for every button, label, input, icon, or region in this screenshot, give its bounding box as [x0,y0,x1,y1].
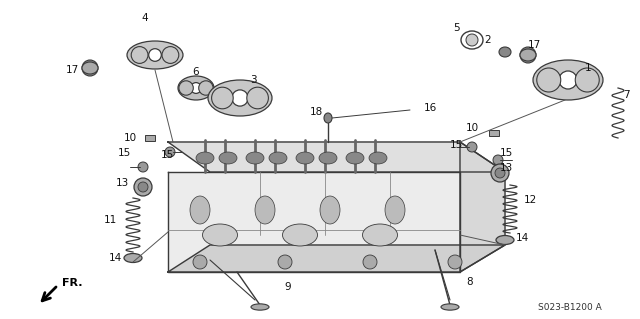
Ellipse shape [296,152,314,164]
Text: 7: 7 [623,90,629,100]
Circle shape [559,71,577,89]
Circle shape [193,255,207,269]
Ellipse shape [127,41,183,69]
Circle shape [537,68,561,92]
Text: 8: 8 [467,277,474,287]
Text: 2: 2 [484,35,492,45]
Ellipse shape [319,152,337,164]
Text: 15: 15 [449,140,463,150]
Text: 18: 18 [309,107,323,117]
Text: 6: 6 [193,67,199,77]
Text: 11: 11 [104,215,116,225]
Text: FR.: FR. [62,278,83,288]
Ellipse shape [324,113,332,123]
Text: 12: 12 [524,195,536,205]
Text: 14: 14 [108,253,122,263]
Ellipse shape [520,49,536,61]
Text: 13: 13 [499,163,513,173]
Ellipse shape [385,196,405,224]
Circle shape [165,147,175,157]
Circle shape [493,155,503,165]
Circle shape [212,87,233,109]
Circle shape [448,255,462,269]
Text: 10: 10 [465,123,479,133]
Circle shape [247,87,268,109]
Ellipse shape [208,80,272,116]
Ellipse shape [202,224,237,246]
Circle shape [466,34,478,46]
Ellipse shape [496,235,514,244]
Circle shape [148,49,161,61]
Polygon shape [168,172,460,272]
Text: 17: 17 [527,40,541,50]
Text: 1: 1 [585,63,591,73]
Bar [489,130,499,136]
Circle shape [179,81,193,95]
Ellipse shape [533,60,603,100]
Circle shape [232,90,248,106]
Ellipse shape [190,196,210,224]
Ellipse shape [346,152,364,164]
Text: 15: 15 [161,150,173,160]
Polygon shape [168,245,505,272]
Ellipse shape [369,152,387,164]
Text: S023-B1200 A: S023-B1200 A [538,303,602,313]
Circle shape [495,168,505,178]
Bar [145,135,155,141]
Circle shape [198,81,213,95]
Ellipse shape [246,152,264,164]
Text: 10: 10 [124,133,136,143]
Ellipse shape [219,152,237,164]
Circle shape [363,255,377,269]
Circle shape [575,68,599,92]
Circle shape [138,162,148,172]
Text: 4: 4 [141,13,148,23]
Circle shape [162,47,179,63]
Ellipse shape [251,304,269,310]
Text: 5: 5 [454,23,460,33]
Text: 9: 9 [285,282,291,292]
Text: 15: 15 [499,148,513,158]
Ellipse shape [269,152,287,164]
Text: 13: 13 [115,178,129,188]
Text: 14: 14 [515,233,529,243]
Text: 17: 17 [65,65,79,75]
Circle shape [191,83,202,93]
Ellipse shape [124,254,142,263]
Ellipse shape [441,304,459,310]
Ellipse shape [362,224,397,246]
Circle shape [278,255,292,269]
Ellipse shape [82,62,98,74]
Text: 16: 16 [424,103,436,113]
Ellipse shape [255,196,275,224]
Circle shape [138,182,148,192]
Circle shape [467,142,477,152]
Circle shape [82,60,98,76]
Ellipse shape [282,224,317,246]
Polygon shape [168,142,505,172]
Ellipse shape [178,76,214,100]
Circle shape [134,178,152,196]
Polygon shape [460,142,505,272]
Text: 15: 15 [117,148,131,158]
Ellipse shape [196,152,214,164]
Ellipse shape [461,31,483,49]
Ellipse shape [499,47,511,57]
Ellipse shape [320,196,340,224]
Circle shape [520,47,536,63]
Circle shape [491,164,509,182]
Circle shape [131,47,148,63]
Text: 3: 3 [250,75,256,85]
